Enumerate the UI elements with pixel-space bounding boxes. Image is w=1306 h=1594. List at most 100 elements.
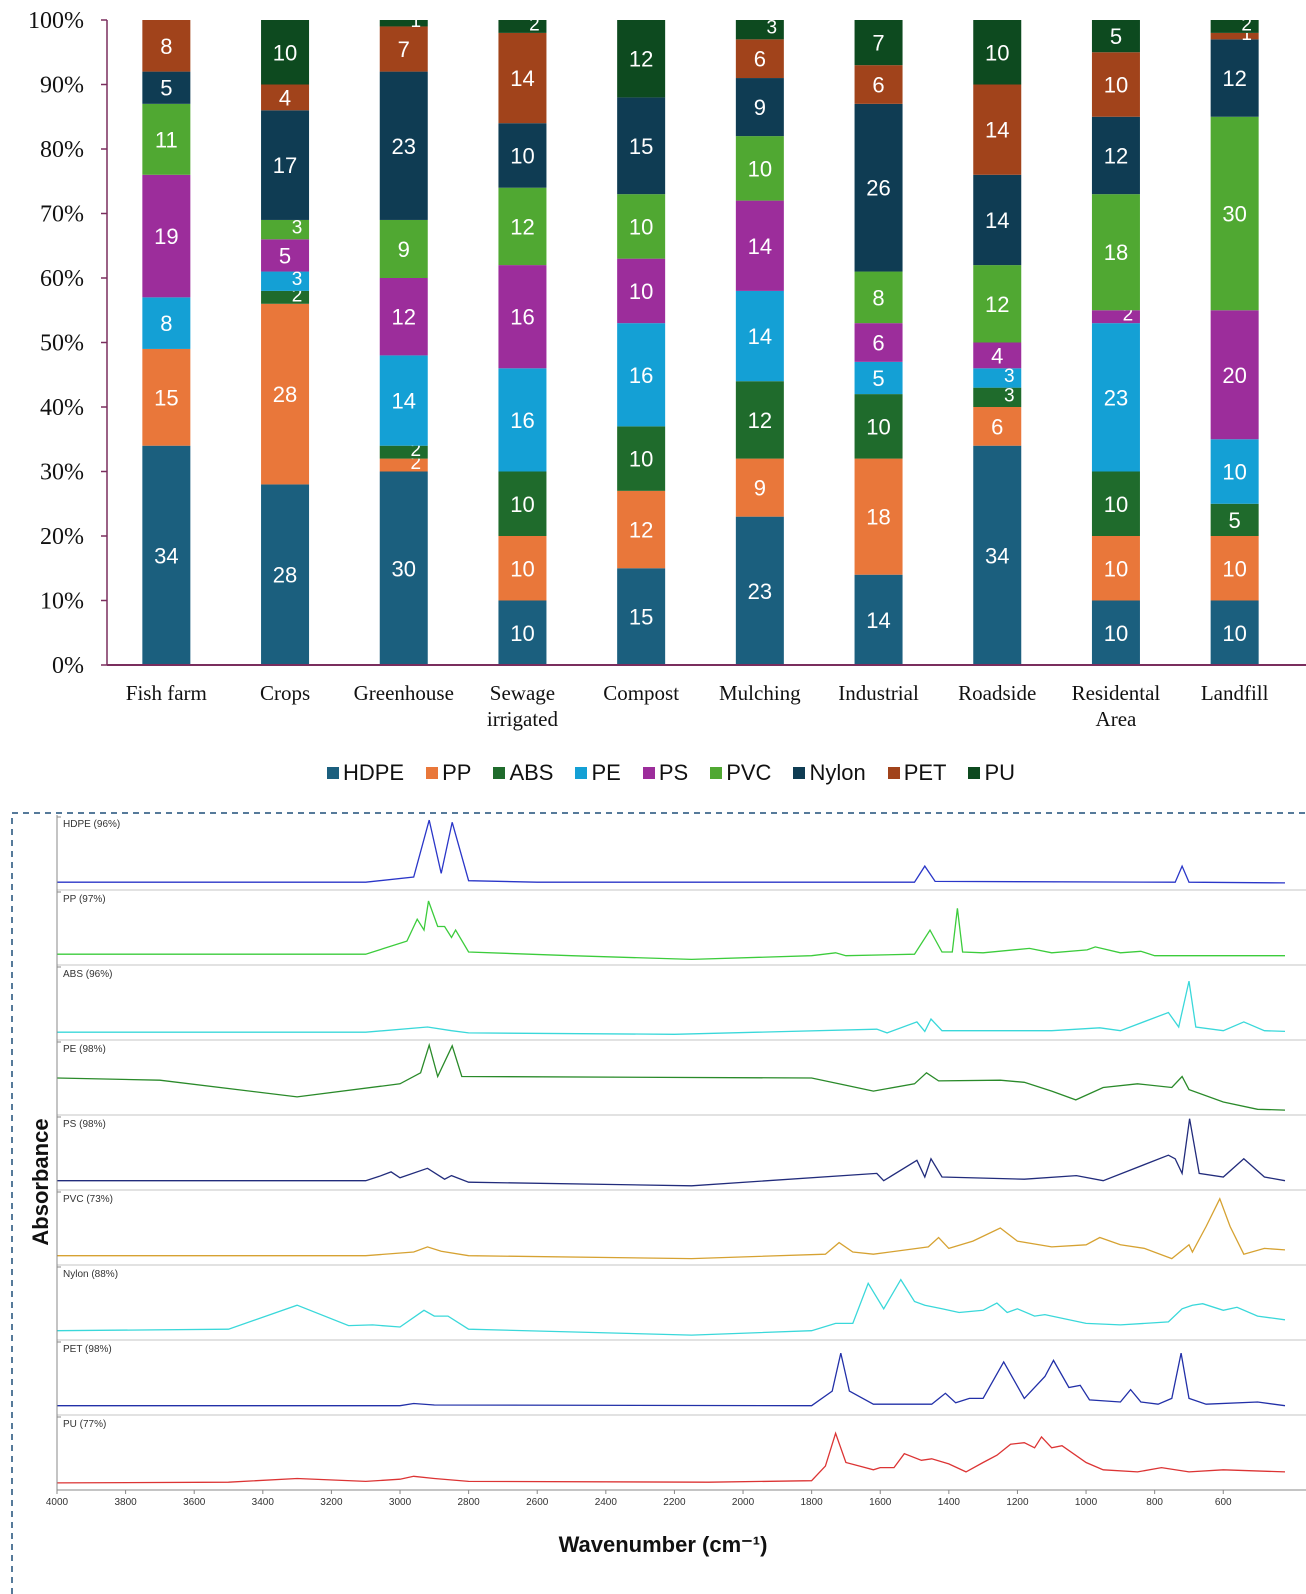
bar-value-label: 15 <box>154 385 178 410</box>
bar-segment <box>735 458 784 517</box>
legend-label: PVC <box>726 760 772 785</box>
bar-value-label: 28 <box>273 382 297 407</box>
bar-value-label: 16 <box>629 363 653 388</box>
bar-value-label: 14 <box>866 608 890 633</box>
bar-segment <box>1091 471 1140 536</box>
legend-swatch <box>887 767 900 779</box>
bar-segment <box>854 458 903 575</box>
spectrum-label: PS (98%) <box>63 1119 106 1130</box>
legend-item: HDPE <box>326 760 404 786</box>
x-tick-label: 600 <box>1215 1497 1232 1508</box>
legend-item: PE <box>575 760 621 786</box>
bar-value-label: 11 <box>155 127 178 152</box>
spectrum-label: ABS (96%) <box>63 969 112 980</box>
x-tick-label: Landfill <box>1200 681 1269 705</box>
bar-value-label: 14 <box>748 324 772 349</box>
bar-value-label: 12 <box>510 214 534 239</box>
x-tick-label: 1000 <box>1075 1497 1098 1508</box>
bar-value-label: 10 <box>629 447 653 472</box>
legend-label: ABS <box>509 760 554 785</box>
x-tick-label: 1800 <box>801 1497 824 1508</box>
spectrum-line <box>56 1278 1286 1336</box>
bar-segment <box>379 355 428 446</box>
x-tick-label: 3400 <box>252 1497 275 1508</box>
bar-segment <box>617 323 666 427</box>
bar-segment <box>379 219 428 278</box>
bar-segment <box>498 123 547 188</box>
bar-value-label: 10 <box>866 414 890 439</box>
x-tick-label: 1200 <box>1006 1497 1029 1508</box>
x-tick-label: Greenhouse <box>353 681 454 705</box>
bar-segment <box>973 342 1022 369</box>
spectrum-label: Nylon (88%) <box>63 1269 118 1280</box>
bar-value-label: 3 <box>292 269 303 290</box>
bar-segment <box>735 20 784 40</box>
bar-segment <box>379 26 428 72</box>
spectrum-label: HDPE (96%) <box>63 819 120 830</box>
bar-segment <box>1210 39 1259 117</box>
legend-item: PU <box>968 760 1015 786</box>
bar-value-label: 12 <box>629 518 653 543</box>
panel-frame <box>11 812 1306 1594</box>
x-tick-label: 4000 <box>46 1497 69 1508</box>
x-tick-label: 3200 <box>320 1497 343 1508</box>
bar-value-label: 2 <box>410 453 421 474</box>
bar-segment <box>617 20 666 98</box>
bar-segment <box>261 484 310 665</box>
bar-segment <box>973 407 1022 446</box>
bar-value-label: 10 <box>510 143 534 168</box>
bar-segment <box>379 458 428 472</box>
bar-segment <box>617 426 666 491</box>
bar-segment <box>261 271 310 291</box>
legend-label: PU <box>984 760 1016 785</box>
legend-swatch <box>642 767 655 779</box>
bar-value-label: 8 <box>872 285 884 310</box>
bar-segment <box>854 271 903 324</box>
spectrum-line <box>57 900 1285 961</box>
bar-segment <box>379 71 428 220</box>
bar-value-label: 2 <box>529 14 540 35</box>
bar-value-label: 14 <box>985 208 1009 233</box>
bar-segment <box>854 323 903 362</box>
bar-segment <box>261 239 310 272</box>
bar-value-label: 10 <box>510 492 534 517</box>
bar-value-label: 28 <box>273 563 297 588</box>
legend-label: PE <box>591 760 621 785</box>
bar-segment <box>142 297 191 349</box>
bar-segment <box>379 278 428 356</box>
legend-item: PET <box>887 760 946 786</box>
legend-swatch <box>575 767 588 779</box>
legend-item: Nylon <box>793 760 866 786</box>
bar-segment <box>1210 536 1259 601</box>
legend-item: PVC <box>710 760 771 786</box>
legend: HDPE PP ABS PE PS PVC Nylon PET PU <box>0 760 1306 786</box>
bar-value-label: 12 <box>392 305 416 330</box>
bar-value-label: 14 <box>510 66 534 91</box>
spectrum-label: PET (98%) <box>63 1344 112 1355</box>
bar-segment <box>1091 536 1140 601</box>
bar-segment <box>854 574 903 665</box>
bar-segment <box>617 97 666 195</box>
bar-segment <box>1091 20 1140 53</box>
bar-segment <box>735 290 784 382</box>
bar-segment <box>973 368 1022 388</box>
spectrum-label: PP (97%) <box>63 894 106 905</box>
bar-segment <box>261 20 310 85</box>
y-axis-label: Absorbance <box>28 1118 53 1245</box>
bar-segment <box>973 265 1022 343</box>
bar-value-label: 6 <box>754 47 766 72</box>
bar-value-label: 12 <box>748 408 772 433</box>
y-tick-label: 0% <box>52 653 84 679</box>
bar-value-label: 18 <box>866 505 890 530</box>
bar-segment <box>261 290 310 304</box>
x-tick-label: Crops <box>259 681 311 705</box>
legend-swatch <box>968 767 981 779</box>
x-tick-label: 3000 <box>389 1497 412 1508</box>
bar-segment <box>854 103 903 272</box>
y-tick-label: 70% <box>40 202 84 228</box>
bar-value-label: 23 <box>1104 385 1128 410</box>
bar-value-label: 7 <box>398 37 410 62</box>
bar-segment <box>142 174 191 298</box>
spectrum-label: PVC (73%) <box>63 1194 113 1205</box>
